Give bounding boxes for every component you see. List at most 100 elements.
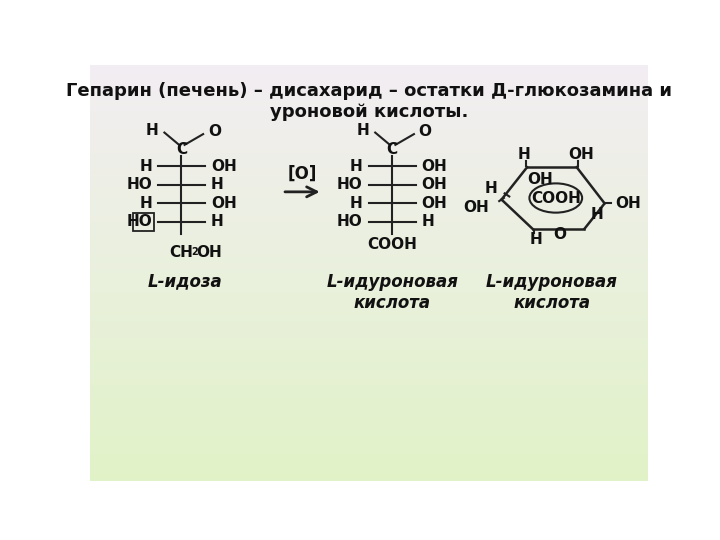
Bar — [90, 368, 648, 369]
Text: H: H — [350, 196, 363, 211]
Bar — [90, 276, 648, 278]
Bar — [90, 93, 648, 94]
Bar — [90, 209, 648, 210]
Bar — [90, 92, 648, 93]
Bar — [90, 449, 648, 450]
Bar — [90, 73, 648, 74]
Bar — [90, 178, 648, 179]
Bar — [90, 240, 648, 241]
Bar — [90, 426, 648, 427]
Text: OH: OH — [528, 172, 553, 187]
Bar — [90, 340, 648, 341]
Bar — [90, 239, 648, 240]
Bar — [90, 342, 648, 343]
Bar — [90, 213, 648, 214]
Text: H: H — [139, 196, 152, 211]
Bar — [90, 446, 648, 447]
Bar — [90, 237, 648, 238]
Bar — [90, 418, 648, 419]
Bar — [90, 227, 648, 228]
Text: [O]: [O] — [288, 165, 317, 183]
Bar — [90, 156, 648, 157]
Bar — [90, 241, 648, 242]
Bar — [90, 369, 648, 370]
Bar — [90, 429, 648, 430]
Bar — [90, 406, 648, 407]
Bar — [90, 152, 648, 153]
Bar — [90, 432, 648, 433]
Bar — [90, 91, 648, 92]
Bar — [90, 437, 648, 438]
Bar — [90, 120, 648, 121]
Bar — [90, 443, 648, 444]
Bar — [90, 222, 648, 224]
Bar — [90, 447, 648, 448]
Bar — [90, 126, 648, 127]
Text: H: H — [139, 159, 152, 174]
Bar — [90, 424, 648, 425]
Bar — [90, 284, 648, 285]
Text: O: O — [554, 227, 567, 242]
Bar — [90, 161, 648, 162]
Bar — [90, 186, 648, 187]
Text: L-идуроновая
кислота: L-идуроновая кислота — [326, 273, 458, 312]
Bar — [90, 425, 648, 426]
Bar — [90, 77, 648, 78]
Bar — [90, 402, 648, 403]
Bar — [90, 202, 648, 204]
Bar — [90, 439, 648, 440]
Bar — [90, 435, 648, 436]
Bar — [90, 335, 648, 336]
Bar — [90, 396, 648, 397]
Bar — [90, 323, 648, 325]
Bar — [90, 260, 648, 261]
Bar — [90, 430, 648, 431]
Bar — [90, 107, 648, 108]
Text: OH: OH — [422, 178, 447, 192]
Bar — [90, 255, 648, 256]
Bar — [90, 377, 648, 378]
Bar — [90, 476, 648, 477]
Bar — [90, 212, 648, 213]
Text: H: H — [145, 123, 158, 138]
Bar — [90, 269, 648, 271]
Bar — [90, 83, 648, 84]
Bar — [90, 262, 648, 264]
Bar — [90, 431, 648, 432]
Bar — [90, 80, 648, 81]
Bar — [90, 355, 648, 356]
Bar — [90, 264, 648, 265]
Bar — [90, 478, 648, 479]
Bar — [90, 461, 648, 462]
Bar — [90, 257, 648, 258]
Bar — [90, 339, 648, 340]
Bar — [90, 68, 648, 69]
Bar — [90, 350, 648, 351]
Bar — [90, 471, 648, 472]
Bar — [90, 329, 648, 330]
Bar — [90, 466, 648, 467]
Bar — [90, 258, 648, 259]
Bar — [90, 121, 648, 122]
Bar — [90, 480, 648, 481]
Bar — [90, 86, 648, 87]
Bar — [90, 336, 648, 338]
Bar — [90, 104, 648, 105]
Bar — [90, 261, 648, 262]
Bar — [90, 374, 648, 375]
Bar — [90, 125, 648, 126]
Bar — [90, 451, 648, 452]
Bar — [90, 346, 648, 347]
Bar — [90, 76, 648, 77]
Bar — [90, 179, 648, 180]
Bar — [90, 215, 648, 217]
Bar — [90, 184, 648, 185]
Bar — [90, 134, 648, 135]
Bar — [90, 82, 648, 83]
Bar — [90, 330, 648, 331]
Bar — [90, 232, 648, 233]
Bar — [90, 122, 648, 123]
Bar — [90, 360, 648, 361]
Bar — [90, 167, 648, 168]
Text: CH: CH — [169, 245, 194, 260]
